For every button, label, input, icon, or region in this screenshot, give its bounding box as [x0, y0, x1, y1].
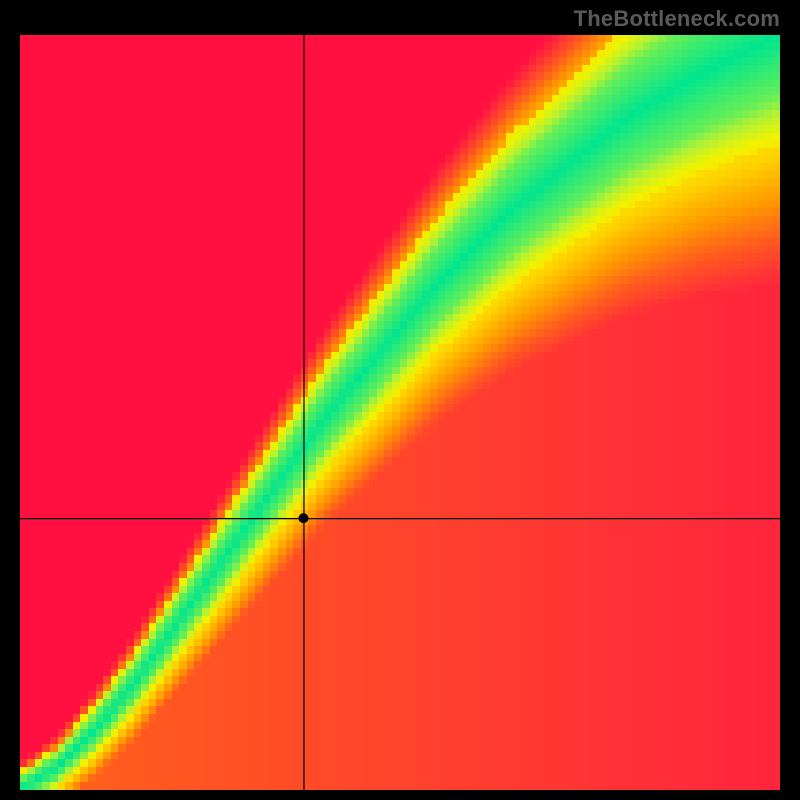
bottleneck-heatmap — [20, 35, 780, 790]
plot-area — [20, 35, 780, 790]
chart-container: TheBottleneck.com — [0, 0, 800, 800]
attribution-label: TheBottleneck.com — [574, 6, 780, 32]
